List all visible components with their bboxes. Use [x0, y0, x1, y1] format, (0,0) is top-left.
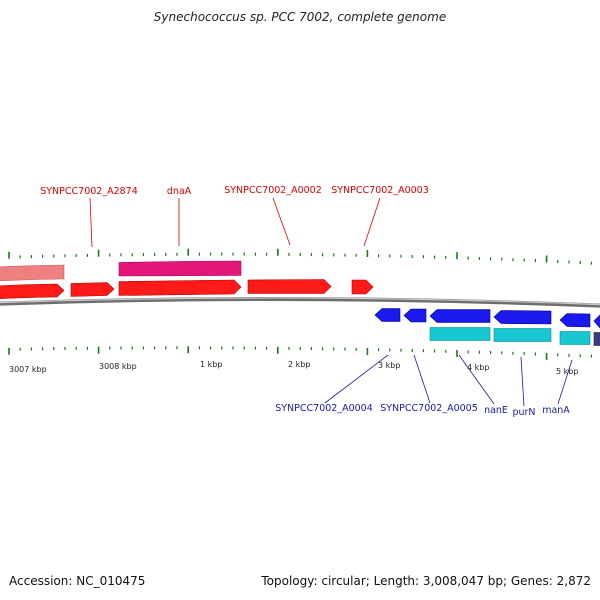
callout-A0002[interactable]: SYNPCC7002_A0002	[224, 185, 322, 246]
gene-label-purN[interactable]: purN	[512, 407, 535, 418]
gene-A2874-arrow[interactable]	[0, 283, 65, 300]
map-title: Synechococcus sp. PCC 7002, complete gen…	[153, 10, 447, 24]
gene-A0003-arrow[interactable]	[351, 279, 374, 295]
gene-label-dnaA[interactable]: dnaA	[167, 186, 192, 197]
gene-label-A0003[interactable]: SYNPCC7002_A0003	[331, 185, 429, 196]
gene-nanE-cds[interactable]	[429, 327, 491, 341]
gene-label-A0005[interactable]: SYNPCC7002_A0005	[380, 403, 478, 414]
callout-A0005[interactable]: SYNPCC7002_A0005	[380, 354, 478, 414]
gene-A0005-arrow[interactable]	[403, 308, 427, 323]
gene-label-manA[interactable]: manA	[542, 405, 570, 416]
gene-A2874-cds[interactable]	[0, 264, 65, 282]
gene-forward-arrow-2[interactable]	[70, 282, 115, 297]
gene-dnaA-arrow[interactable]	[118, 279, 242, 296]
genome-summary-text: Topology: circular; Length: 3,008,047 bp…	[261, 574, 591, 588]
gene-purN-cds[interactable]	[493, 328, 552, 342]
callout-A2874[interactable]: SYNPCC7002_A2874	[40, 186, 138, 248]
gene-dnaA-cds[interactable]	[118, 260, 242, 277]
scale-label-2kbp: 2 kbp	[288, 360, 310, 369]
gene-label-A2874[interactable]: SYNPCC7002_A2874	[40, 186, 138, 197]
gene-A0002-arrow[interactable]	[247, 279, 332, 294]
genome-backbone[interactable]	[0, 296, 600, 308]
gene-nanE-arrow[interactable]	[429, 309, 491, 323]
lower-tick-row	[8, 346, 593, 360]
gene-label-A0004[interactable]: SYNPCC7002_A0004	[275, 403, 373, 414]
callout-dnaA[interactable]: dnaA	[167, 186, 192, 246]
callout-purN[interactable]: purN	[512, 356, 536, 418]
callout-A0003[interactable]: SYNPCC7002_A0003	[331, 185, 429, 247]
gene-A0004-arrow[interactable]	[374, 308, 401, 322]
callout-manA[interactable]: manA	[542, 359, 573, 416]
upper-tick-row	[8, 248, 593, 265]
scale-label-4kbp: 4 kbp	[467, 363, 489, 372]
scale-label-3007kbp: 3007 kbp	[9, 365, 47, 374]
gene-next-arrow[interactable]	[593, 314, 600, 329]
scale-label-1kbp: 1 kbp	[200, 360, 222, 369]
genome-backbone-highlight	[0, 297, 600, 306]
gene-label-nanE[interactable]: nanE	[484, 405, 508, 416]
accession-text: Accession: NC_010475	[9, 574, 146, 588]
scale-label-5kbp: 5 kbp	[556, 367, 578, 376]
gene-purN-arrow[interactable]	[493, 310, 552, 325]
scale-label-3kbp: 3 kbp	[378, 361, 400, 370]
gene-manA-arrow[interactable]	[559, 313, 591, 328]
callout-nanE[interactable]: nanE	[458, 354, 508, 416]
gene-manA-cds[interactable]	[559, 331, 591, 345]
gene-next-cds[interactable]	[593, 332, 600, 346]
scale-label-3008kbp: 3008 kbp	[99, 362, 137, 371]
callout-A0004[interactable]: SYNPCC7002_A0004	[275, 354, 389, 414]
gene-label-A0002[interactable]: SYNPCC7002_A0002	[224, 185, 322, 196]
